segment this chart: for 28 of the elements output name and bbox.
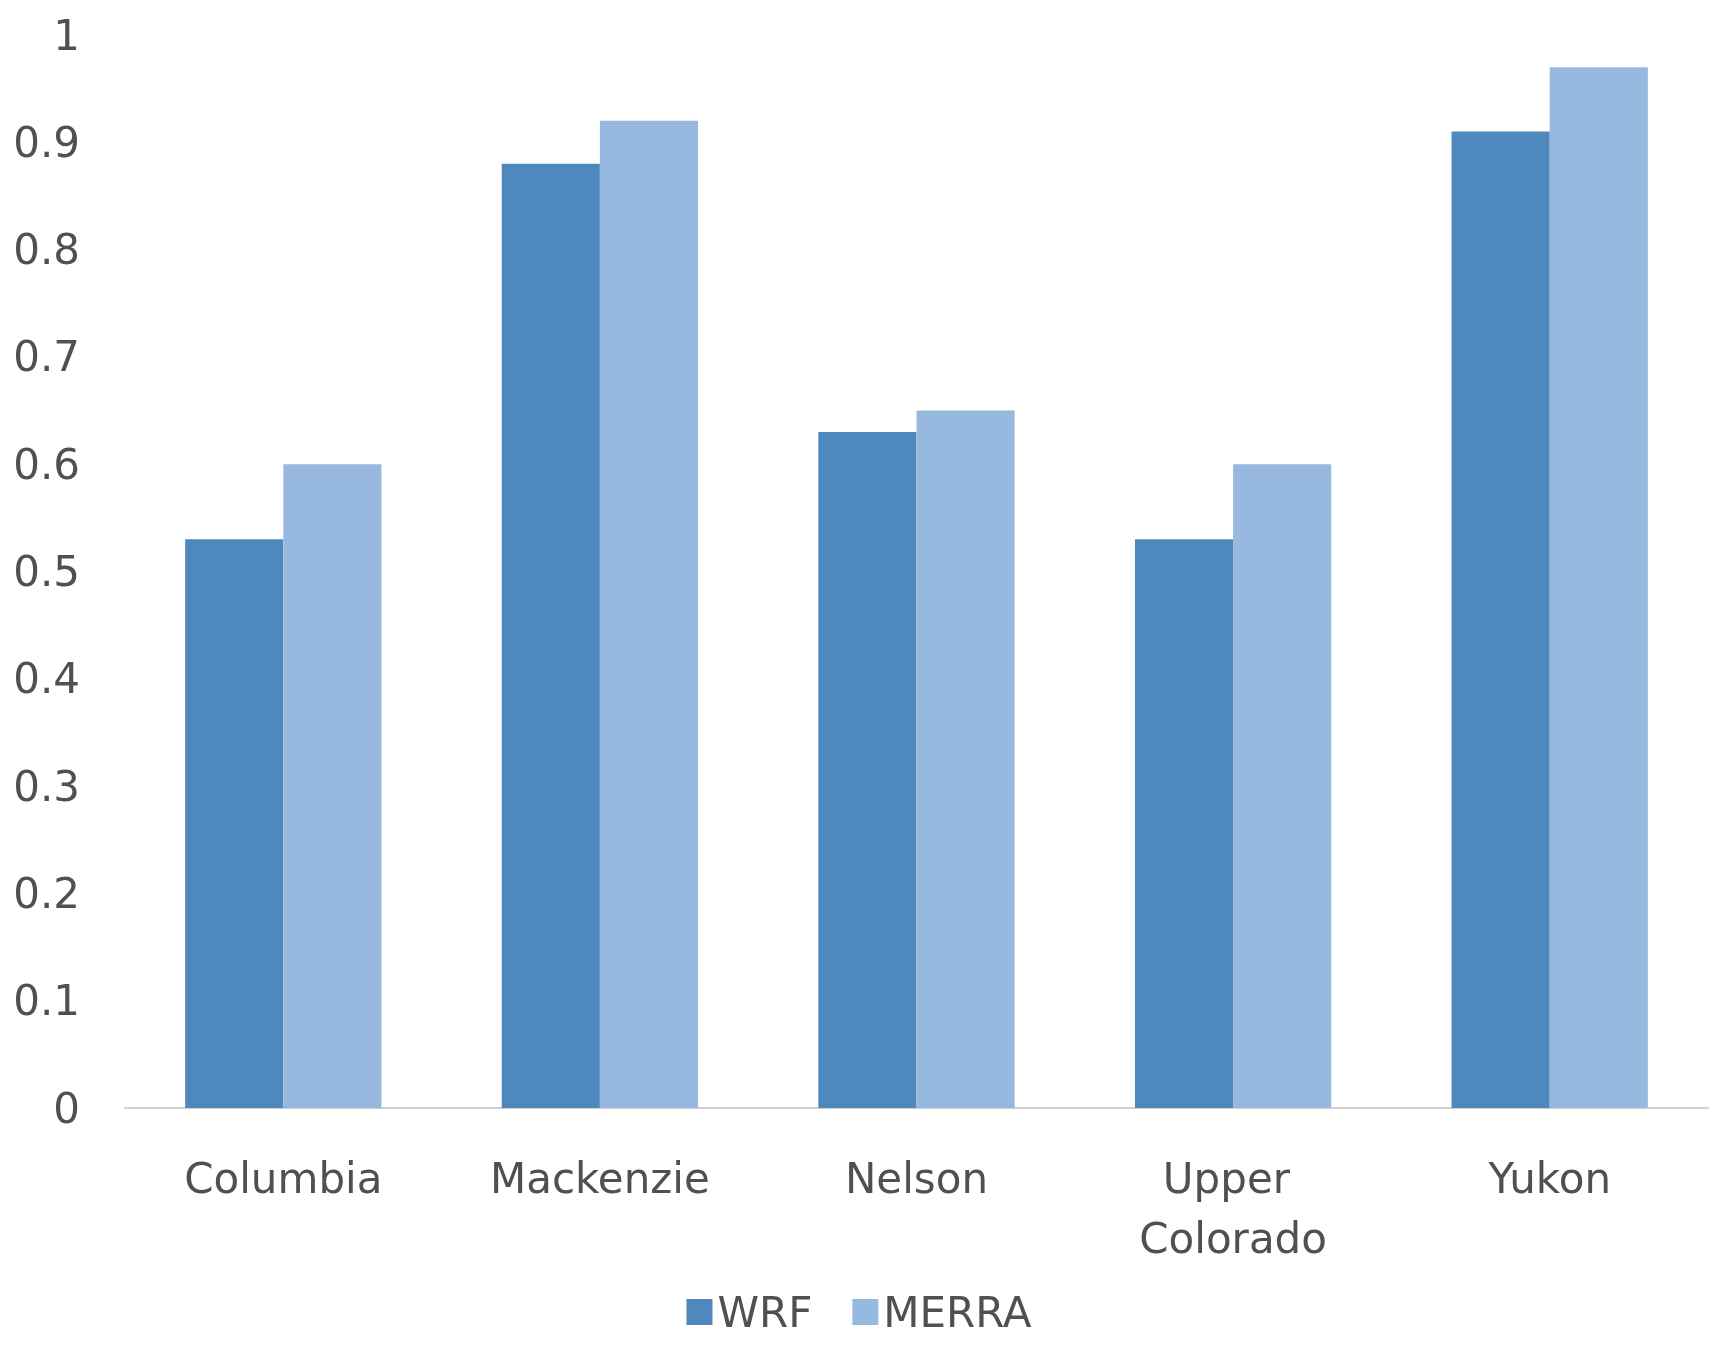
y-tick-label: 0.8	[13, 225, 80, 275]
x-tick-label: Mackenzie	[489, 1153, 710, 1203]
y-tick-label: 0.9	[13, 117, 80, 167]
x-tick-label: Upper Colorado	[1139, 1153, 1327, 1263]
bar	[283, 464, 382, 1108]
legend-label: WRF	[717, 1287, 813, 1337]
x-tick-label: Columbia	[184, 1153, 383, 1203]
bar	[916, 410, 1015, 1108]
bar	[1549, 67, 1648, 1108]
bar	[185, 539, 284, 1108]
x-tick-label: Yukon	[1487, 1153, 1611, 1203]
bar	[1233, 464, 1332, 1108]
x-tick-label: Nelson	[844, 1153, 989, 1203]
y-tick-label: 0	[53, 1083, 80, 1133]
bar	[1134, 539, 1234, 1108]
y-tick-label: 0.5	[13, 547, 80, 596]
y-tick-label: 0.1	[13, 976, 80, 1026]
y-tick-label: 0.7	[13, 332, 80, 382]
y-tick-label: 1	[53, 10, 80, 60]
y-tick-label: 0.2	[13, 868, 80, 918]
legend-label: MERRA	[883, 1287, 1032, 1337]
bar	[1451, 131, 1550, 1108]
y-tick-label: 0.3	[13, 761, 80, 811]
y-tick-label: 0.4	[13, 654, 80, 704]
y-tick-label: 0.6	[13, 439, 80, 489]
bar	[599, 120, 699, 1108]
bar	[501, 163, 600, 1108]
bar	[818, 432, 917, 1108]
